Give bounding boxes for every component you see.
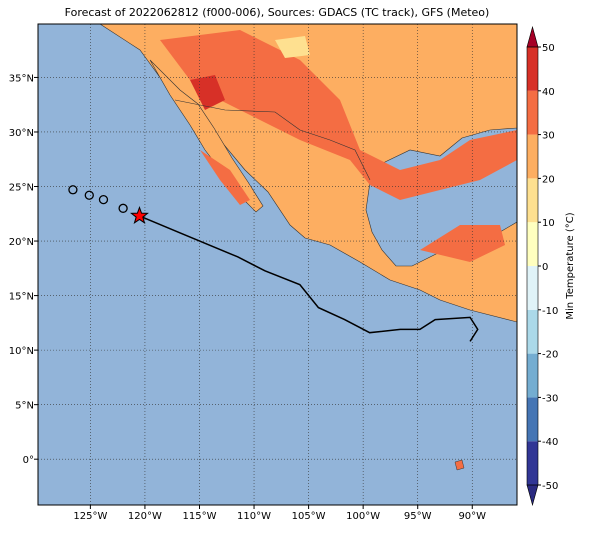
x-tick-label: 90°W (458, 511, 486, 522)
hot-region (420, 225, 505, 262)
x-tick-label: 100°W (346, 511, 380, 522)
hot-region (160, 30, 517, 200)
y-tick-label: 25°N (9, 183, 34, 194)
y-tick-label: 30°N (9, 128, 34, 139)
past-position (98, 194, 109, 205)
colorbar-label: Min Temperature (°C) (565, 212, 576, 319)
land (99, 24, 517, 471)
y-tick-label: 5°N (15, 401, 34, 412)
hot-region (200, 150, 250, 205)
baja-california (149, 59, 264, 213)
colorbar-band (527, 353, 538, 398)
colorbar-extend-low (526, 484, 539, 507)
colorbar-tick-label: -40 (542, 437, 558, 448)
y-tick-label: 35°N (9, 73, 34, 84)
border (174, 99, 371, 181)
colorbar-band (527, 134, 538, 179)
colorbar-tick-label: -30 (542, 393, 558, 404)
y-tick-label: 20°N (9, 237, 34, 248)
current-position (129, 205, 149, 225)
hottest-region (190, 75, 225, 110)
colorbar-band (527, 178, 538, 223)
track-line (139, 215, 479, 342)
colorbar-band (527, 397, 538, 442)
x-tick-label: 120°W (128, 511, 162, 522)
title: Forecast of 2022062812 (f000-006), Sourc… (65, 6, 490, 19)
colorbar-band (527, 222, 538, 266)
map-frame (37, 23, 518, 506)
colorbar-tick-label: -10 (542, 306, 558, 317)
x-tick-label: 125°W (73, 511, 107, 522)
colorbar-tick-label: 30 (542, 131, 555, 142)
y-tick-label: 10°N (9, 346, 34, 357)
x-tick-label: 115°W (182, 511, 216, 522)
colorbar-band (527, 266, 538, 310)
colorbar-extend-high (526, 25, 539, 48)
past-position (84, 190, 94, 200)
x-tick-label: 110°W (237, 511, 271, 522)
colorbar-band (527, 47, 538, 91)
galapagos (454, 459, 465, 471)
colorbar-tick-label: 20 (542, 174, 555, 185)
colorbar-band (527, 90, 538, 135)
colorbar-tick-label: 40 (542, 87, 555, 98)
colorbar-band (527, 441, 538, 485)
grid (38, 24, 517, 505)
colorbar-tick-label: -50 (542, 481, 558, 492)
y-tick-label: 15°N (9, 292, 34, 303)
colorbar-tick-label: 50 (542, 43, 555, 54)
cool-region (275, 36, 310, 58)
colorbar-tick-label: -20 (542, 350, 558, 361)
past-position (118, 203, 128, 213)
x-tick-label: 105°W (292, 511, 326, 522)
past-position (68, 185, 78, 195)
x-tick-label: 95°W (404, 511, 432, 522)
colorbar-tick-label: 0 (542, 262, 548, 273)
colorbar-tick-label: 10 (542, 218, 555, 229)
y-tick-label: 0° (23, 455, 34, 466)
colorbar-band (527, 309, 538, 354)
